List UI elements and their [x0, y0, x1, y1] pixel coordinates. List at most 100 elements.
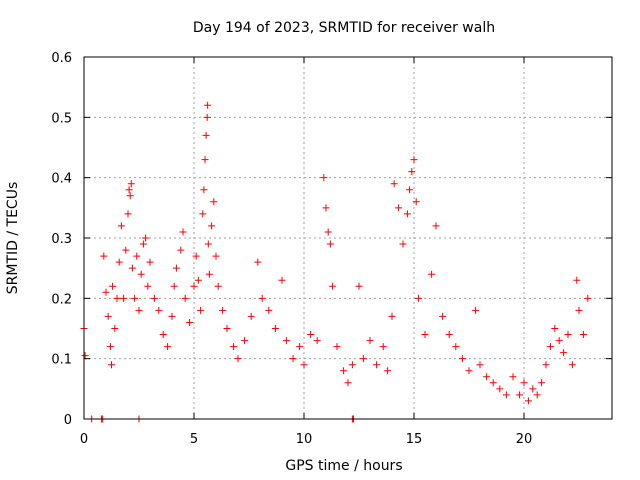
y-tick-label: 0.5: [51, 111, 72, 126]
data-point: [538, 379, 546, 387]
data-point: [197, 306, 205, 314]
data-point: [109, 282, 117, 290]
data-point: [348, 361, 356, 369]
data-point: [205, 270, 213, 278]
data-point: [155, 306, 163, 314]
data-point: [102, 288, 110, 296]
data-point: [390, 180, 398, 188]
data-point: [445, 331, 453, 339]
y-tick-label: 0.6: [51, 51, 72, 66]
data-point: [241, 337, 249, 345]
data-point: [113, 294, 121, 302]
data-point: [542, 361, 550, 369]
data-point: [133, 252, 141, 260]
y-tick-label: 0.2: [51, 292, 72, 307]
data-point: [575, 306, 583, 314]
data-point: [117, 222, 125, 230]
data-point: [124, 210, 132, 218]
x-tick-label: 10: [296, 432, 313, 447]
data-point: [108, 361, 115, 369]
data-point: [131, 294, 139, 302]
data-point: [172, 264, 180, 272]
data-point: [210, 198, 218, 206]
chart-title: Day 194 of 2023, SRMTID for receiver wal…: [193, 20, 495, 36]
data-point: [181, 294, 189, 302]
data-point: [573, 276, 581, 284]
data-point: [111, 325, 119, 332]
data-point: [204, 240, 212, 248]
data-point: [408, 168, 416, 176]
data-point: [320, 174, 328, 182]
data-point: [472, 306, 480, 314]
data-point: [406, 186, 414, 194]
data-point: [100, 252, 108, 260]
data-point: [208, 222, 216, 230]
data-point: [529, 385, 537, 393]
x-tick-label: 5: [190, 432, 198, 447]
data-point: [204, 101, 212, 109]
data-point: [329, 282, 337, 290]
data-point: [127, 180, 135, 188]
data-point: [373, 361, 381, 369]
data-point: [194, 276, 202, 284]
data-point: [135, 306, 143, 314]
data-point: [428, 270, 436, 278]
data-point: [326, 240, 334, 248]
data-point: [289, 355, 297, 363]
data-point: [313, 337, 321, 345]
data-points: [80, 101, 592, 423]
data-point: [234, 355, 242, 363]
data-point: [120, 294, 128, 302]
data-point: [139, 240, 147, 248]
data-point: [104, 312, 112, 320]
data-point: [168, 312, 176, 320]
data-point: [200, 186, 208, 194]
data-point: [271, 325, 279, 332]
y-tick-label: 0: [64, 413, 72, 428]
data-point: [265, 306, 273, 314]
data-point: [296, 343, 304, 351]
data-point: [496, 385, 504, 393]
data-point: [192, 252, 200, 260]
data-point: [164, 343, 172, 351]
data-point: [278, 276, 286, 284]
data-point: [509, 373, 517, 381]
data-point: [395, 204, 403, 212]
data-point: [81, 352, 89, 360]
data-point: [584, 294, 592, 302]
data-point: [159, 331, 167, 339]
y-tick-label: 0.3: [51, 232, 72, 247]
data-point: [414, 294, 422, 302]
data-point: [212, 252, 220, 260]
data-point: [203, 113, 211, 121]
data-point: [115, 258, 123, 266]
data-point: [122, 246, 130, 254]
data-point: [150, 294, 158, 302]
data-point: [516, 391, 524, 399]
data-point: [502, 391, 510, 399]
data-point: [128, 264, 136, 272]
data-point: [439, 312, 447, 320]
data-point: [403, 210, 411, 218]
x-tick-label: 20: [516, 432, 533, 447]
data-point: [324, 228, 332, 236]
data-point: [282, 337, 290, 345]
data-point: [258, 294, 266, 302]
data-point: [489, 379, 497, 387]
data-point: [524, 397, 532, 405]
data-point: [254, 258, 262, 266]
data-point: [533, 391, 541, 399]
data-point: [344, 379, 352, 387]
data-point: [223, 325, 231, 332]
data-point: [399, 240, 407, 248]
data-point: [247, 312, 255, 320]
data-point: [106, 343, 114, 351]
data-point: [177, 246, 185, 254]
data-point: [146, 258, 154, 266]
data-point: [384, 367, 392, 375]
data-point: [564, 331, 572, 339]
data-point: [551, 325, 559, 332]
data-point: [483, 373, 491, 381]
data-point: [555, 337, 563, 345]
